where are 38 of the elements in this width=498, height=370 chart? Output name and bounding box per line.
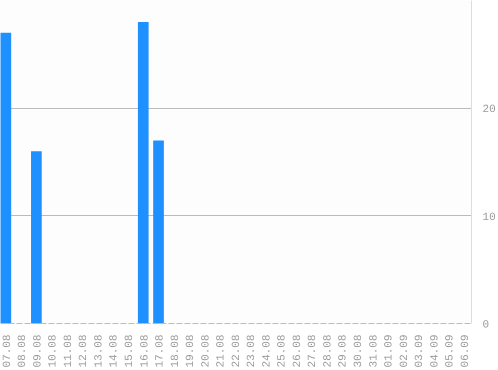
bar: [0, 32, 12, 324]
x-tick-label: 16.08: [139, 334, 152, 368]
x-tick-label: 19.08: [185, 334, 198, 368]
y-tick-label: 10: [482, 212, 496, 224]
x-tick-label: 10.08: [48, 334, 60, 368]
bar: [153, 140, 164, 324]
x-tick-label: 30.08: [352, 334, 365, 368]
x-tick-label: 18.08: [170, 334, 182, 368]
x-tick-label: 27.08: [307, 334, 320, 368]
x-tick-label: 14.08: [108, 334, 121, 368]
x-tick-label: 31.08: [368, 334, 380, 368]
x-tick-label: 17.08: [154, 334, 167, 368]
x-tick-label: 03.09: [414, 334, 426, 368]
x-tick-label: 21.08: [216, 334, 228, 368]
x-tick-label: 22.08: [230, 334, 243, 368]
x-tick-label: 20.08: [200, 334, 212, 368]
bar: [138, 22, 149, 324]
x-tick-label: 09.08: [32, 334, 44, 368]
y-tick-label: 0: [482, 320, 490, 332]
x-tick-label: 13.08: [93, 334, 106, 368]
x-tick-label: 08.08: [17, 334, 30, 368]
x-tick-label: 15.08: [124, 334, 136, 368]
x-tick-label: 29.08: [338, 334, 350, 368]
y-tick-label: 20: [482, 104, 496, 116]
x-tick-label: 25.08: [276, 334, 289, 368]
x-tick-label: 05.09: [444, 334, 457, 368]
x-tick-label: 24.08: [261, 334, 274, 368]
x-tick-label: 02.09: [398, 334, 411, 368]
x-tick-label: 26.08: [292, 334, 304, 368]
x-tick-label: 01.09: [384, 334, 396, 368]
x-tick-label: 11.08: [62, 334, 75, 368]
x-tick-label: 06.09: [460, 334, 472, 368]
x-tick-label: 28.08: [322, 334, 334, 368]
x-tick-label: 23.08: [246, 334, 258, 368]
x-tick-label: 12.08: [78, 334, 90, 368]
bar: [31, 151, 42, 324]
x-tick-label: 07.08: [2, 334, 14, 368]
x-tick-label: 04.09: [429, 334, 442, 368]
